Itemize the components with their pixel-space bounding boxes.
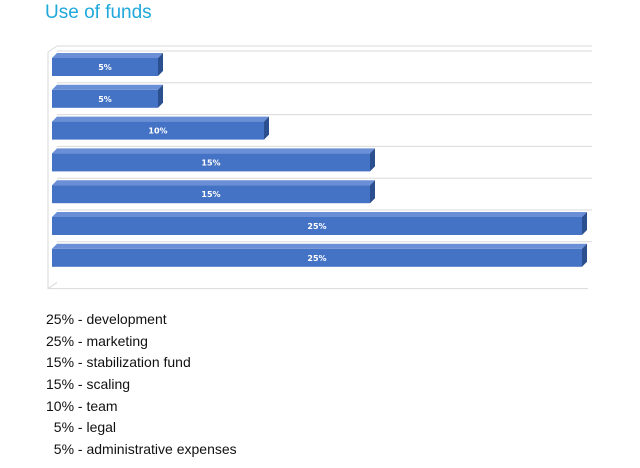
- bar-top: [52, 180, 375, 186]
- list-item: 25% - development: [46, 311, 167, 327]
- bar-data-label: 5%: [98, 95, 112, 104]
- list-item: 15% - scaling: [46, 376, 131, 393]
- bar-data-label: 15%: [201, 158, 220, 167]
- bar-side: [264, 116, 269, 140]
- bar-data-label: 5%: [98, 63, 112, 72]
- page-title: Use of funds: [45, 2, 152, 23]
- bar-top: [52, 243, 587, 249]
- bar-side: [582, 243, 587, 267]
- bar-side: [370, 180, 375, 204]
- bar: [52, 121, 264, 140]
- bar: [52, 185, 370, 204]
- bar-data-label: 25%: [307, 222, 326, 231]
- list-item: 5% - administrative expenses: [46, 441, 237, 458]
- bar-side: [370, 148, 375, 172]
- bar: [52, 248, 582, 267]
- bar-top: [52, 53, 163, 58]
- bar-top: [52, 148, 375, 154]
- list-item: 10% - team: [46, 397, 118, 414]
- funds-bar-chart: 5% 5% 10% 15% 15% 25% 25%: [47, 45, 592, 290]
- funds-breakdown-list: 25% - development 25% - marketing 15% - …: [46, 309, 406, 461]
- bar-side: [158, 53, 163, 76]
- bar: [52, 58, 158, 76]
- bar: [52, 217, 582, 235]
- bar-side: [158, 84, 163, 108]
- bar-data-label: 10%: [148, 127, 167, 136]
- bar: [52, 89, 158, 108]
- bar-top: [52, 212, 587, 217]
- list-item: 5% - legal: [46, 419, 117, 436]
- list-item: 25% - marketing: [46, 332, 148, 349]
- bar: [52, 153, 370, 172]
- bar-side: [582, 212, 587, 235]
- bar-data-label: 15%: [201, 190, 220, 199]
- axis-wall: [47, 45, 58, 290]
- list-item: 15% - stabilization fund: [46, 354, 191, 371]
- bar-top: [52, 116, 269, 122]
- bar-data-label: 25%: [307, 254, 326, 263]
- bar-top: [52, 84, 163, 90]
